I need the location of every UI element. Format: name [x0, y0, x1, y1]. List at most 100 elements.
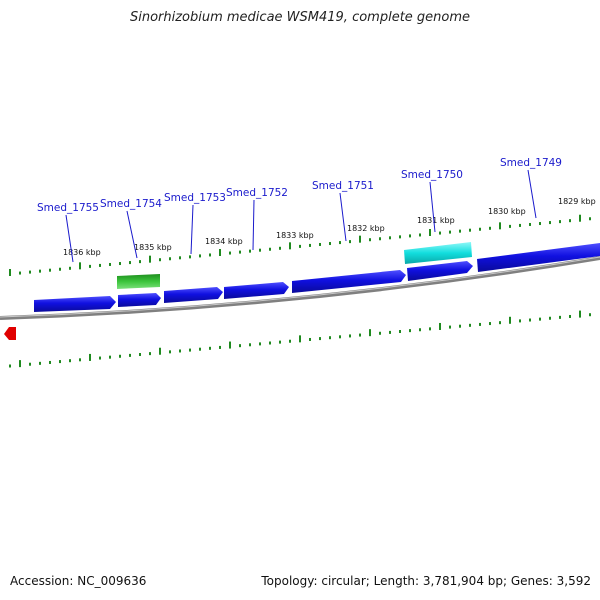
outer-tick-51 [519, 223, 521, 227]
outer-tick-17 [179, 256, 181, 260]
outer-tick-5 [59, 267, 61, 271]
inner-tick-35 [359, 333, 361, 337]
outer-tick-32 [329, 242, 331, 246]
inner-tick-15 [159, 347, 161, 355]
kbp-label-1833: 1833 kbp [276, 231, 314, 240]
genome-summary: Topology: circular; Length: 3,781,904 bp… [261, 574, 591, 588]
gene-label-smed-1754[interactable]: Smed_1754 [100, 198, 162, 210]
outer-tick-57 [579, 214, 581, 222]
map-title: Sinorhizobium medicae WSM419, complete g… [129, 10, 471, 25]
gene-arrow-smed-1754[interactable] [118, 293, 161, 307]
inner-tick-30 [309, 337, 311, 341]
inner-tick-57 [579, 310, 581, 318]
gene-label-smed-1753[interactable]: Smed_1753 [164, 192, 226, 204]
outer-tick-34 [349, 240, 351, 244]
gene-label-smed-1749[interactable]: Smed_1749 [500, 157, 562, 169]
outer-tick-26 [269, 247, 271, 251]
inner-tick-33 [339, 335, 341, 339]
inner-tick-44 [449, 325, 451, 329]
gene-label-smed-1752[interactable]: Smed_1752 [226, 187, 288, 199]
inner-tick-6 [69, 359, 71, 363]
kbp-label-1831: 1831 kbp [417, 216, 455, 225]
gene-highlight-green[interactable] [117, 274, 160, 289]
outer-tick-38 [389, 236, 391, 240]
outer-tick-43 [439, 231, 441, 235]
inner-tick-50 [509, 316, 511, 324]
leader-smed-1752 [252, 199, 255, 251]
gene-label-smed-1751[interactable]: Smed_1751 [312, 180, 374, 192]
outer-tick-0 [9, 269, 11, 276]
outer-tick-33 [339, 241, 341, 245]
leader-smed-1749 [527, 169, 537, 219]
inner-tick-3 [39, 361, 41, 365]
inner-tick-42 [429, 327, 431, 331]
leader-smed-1751 [339, 192, 347, 242]
outer-tick-19 [199, 254, 201, 258]
inner-tick-4 [49, 360, 51, 364]
kbp-label-1836: 1836 kbp [63, 248, 101, 257]
outer-tick-23 [239, 250, 241, 254]
kbp-label-1832: 1832 kbp [347, 224, 385, 233]
outer-tick-44 [449, 230, 451, 234]
outer-tick-42 [429, 229, 431, 236]
gene-arrow-smed-1751[interactable] [292, 270, 406, 293]
inner-tick-51 [519, 319, 521, 323]
scale-ticks-inner [9, 310, 591, 368]
inner-tick-53 [539, 317, 541, 321]
outer-tick-14 [149, 255, 151, 263]
outer-tick-39 [399, 235, 401, 239]
gene-arrow-smed-1752[interactable] [224, 282, 289, 299]
genome-backbone-highlight [0, 256, 600, 318]
inner-tick-31 [319, 337, 321, 341]
kbp-label-1834: 1834 kbp [205, 237, 243, 246]
inner-tick-36 [369, 329, 371, 337]
outer-tick-11 [119, 262, 121, 266]
inner-tick-34 [349, 334, 351, 338]
inner-tick-49 [499, 321, 501, 325]
outer-tick-8 [89, 264, 91, 268]
inner-tick-1 [19, 360, 21, 368]
outer-tick-49 [499, 222, 501, 230]
inner-tick-46 [469, 323, 471, 327]
outer-tick-36 [369, 238, 371, 242]
outer-tick-52 [529, 222, 531, 226]
outer-tick-50 [509, 224, 511, 228]
gene-arrow-smed-1753[interactable] [164, 287, 223, 303]
inner-tick-0 [9, 364, 11, 368]
outer-tick-24 [249, 249, 251, 253]
outer-tick-48 [489, 226, 491, 230]
inner-tick-8 [89, 353, 91, 361]
gene-arrow-smed-1750[interactable] [407, 261, 473, 281]
position-marker[interactable] [4, 327, 16, 340]
gene-label-smed-1750[interactable]: Smed_1750 [401, 169, 463, 181]
outer-tick-6 [69, 266, 71, 270]
outer-tick-47 [479, 227, 481, 231]
outer-tick-4 [49, 268, 51, 272]
inner-tick-26 [269, 341, 271, 345]
gene-leader-lines [65, 169, 537, 263]
outer-tick-27 [279, 246, 281, 250]
outer-tick-29 [299, 244, 301, 248]
outer-tick-46 [469, 228, 471, 232]
inner-tick-21 [219, 345, 221, 349]
outer-tick-40 [409, 234, 411, 238]
outer-tick-21 [219, 249, 221, 256]
inner-tick-32 [329, 336, 331, 340]
inner-tick-7 [79, 358, 81, 362]
inner-tick-39 [399, 330, 401, 334]
gene-track [34, 243, 600, 312]
gene-arrow-smed-1749[interactable] [477, 243, 600, 272]
outer-tick-54 [549, 221, 551, 225]
inner-tick-2 [29, 362, 31, 366]
outer-tick-13 [139, 260, 141, 264]
gene-arrow-smed-1755[interactable] [34, 296, 116, 312]
inner-tick-12 [129, 353, 131, 357]
gene-label-smed-1755[interactable]: Smed_1755 [37, 202, 99, 214]
outer-tick-9 [99, 263, 101, 267]
inner-tick-13 [139, 353, 141, 357]
outer-tick-10 [109, 262, 111, 266]
outer-tick-45 [459, 229, 461, 233]
gene-highlight-cyan[interactable] [404, 242, 472, 264]
inner-tick-28 [289, 339, 291, 343]
